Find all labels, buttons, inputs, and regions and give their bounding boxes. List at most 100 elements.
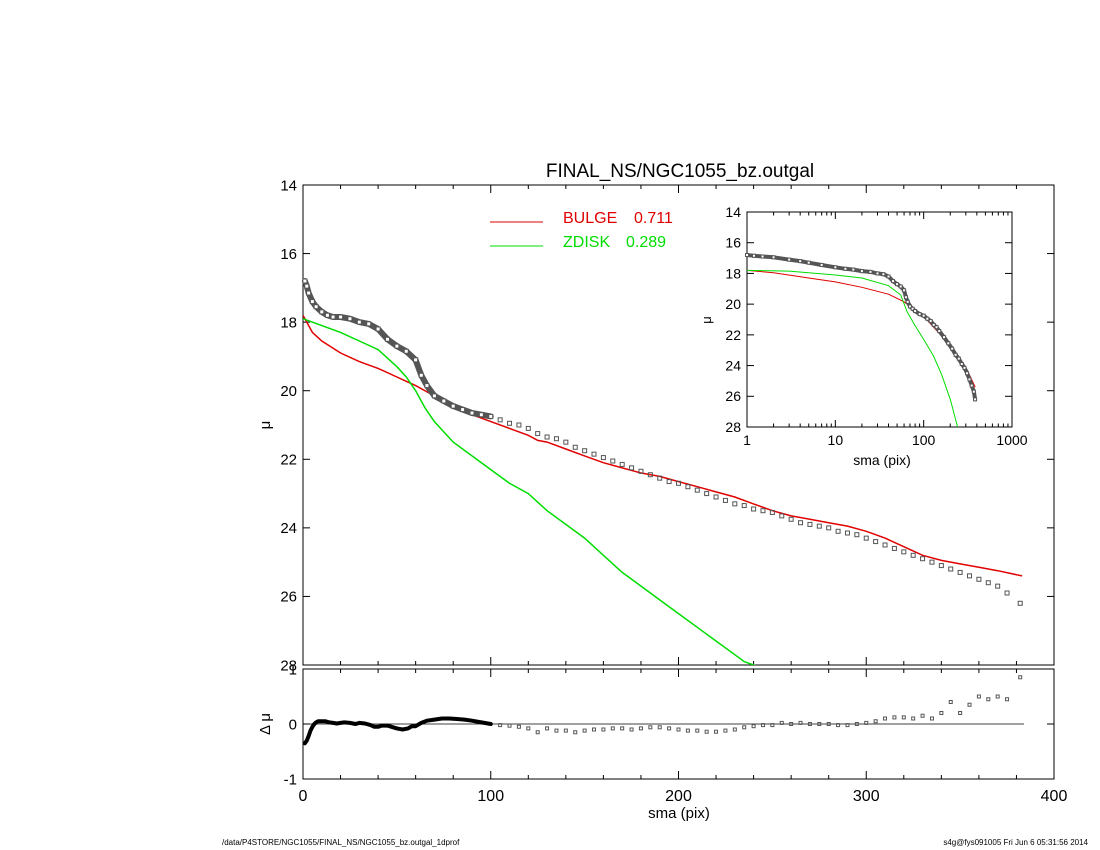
inset-data-point: [962, 365, 967, 370]
residual-point: [854, 722, 859, 726]
series-zdisk-line: [303, 317, 756, 665]
inset-data-point: [928, 319, 933, 324]
legend-value-bulge: 0.711: [634, 210, 673, 227]
data-point: [319, 309, 325, 315]
data-point: [788, 516, 794, 522]
residual-xtick-label: 100: [477, 788, 504, 805]
residual-point: [582, 728, 587, 733]
inset-data-point: [910, 306, 915, 311]
main-ytick-label: 14: [280, 177, 297, 194]
data-point: [375, 326, 381, 332]
data-point: [424, 383, 430, 389]
residual-ytick-label: 1: [289, 661, 297, 678]
data-point: [460, 407, 466, 413]
inset-data-point: [907, 304, 912, 309]
main-ytick-label: 16: [280, 246, 297, 263]
inset-data-point: [931, 322, 936, 327]
inset-data-point: [921, 313, 926, 318]
inset-x-axis-label: sma (pix): [853, 452, 911, 468]
inset-ytick-label: 24: [725, 357, 741, 373]
residual-xtick-label: 300: [853, 788, 880, 805]
data-point: [741, 503, 747, 509]
data-point: [929, 559, 935, 565]
inset-data-point: [875, 271, 880, 276]
inset-data-point: [851, 267, 856, 272]
data-point: [816, 523, 822, 529]
data-point: [873, 539, 879, 545]
residual-point: [601, 727, 606, 732]
data-point: [384, 336, 390, 342]
residual-point: [554, 728, 559, 733]
main-plot: 14 16 18 20 22 24 26 28: [280, 177, 1055, 674]
inset-data-point: [881, 272, 886, 277]
main-ytick-label: 24: [280, 520, 297, 537]
inset-data-point: [953, 352, 958, 357]
residual-point: [948, 700, 953, 704]
data-point: [544, 434, 550, 440]
residual-point: [751, 724, 756, 729]
inset-ytick-label: 14: [725, 204, 741, 220]
residual-point: [967, 702, 972, 707]
inset-data-point: [934, 325, 939, 330]
residual-point: [648, 725, 653, 730]
data-point: [1017, 600, 1023, 606]
inset-plot: 14 16 18 20 22 24 26 281 10 100 1000: [725, 204, 1027, 448]
residual-point: [920, 713, 925, 718]
inset-data-point: [787, 257, 792, 262]
residual-point: [620, 726, 625, 731]
inset-xtick-label: 1: [743, 432, 751, 448]
data-point: [976, 576, 982, 582]
residual-point: [695, 728, 700, 733]
inset-data-point: [913, 309, 918, 314]
data-point: [713, 494, 719, 500]
residual-point: [742, 725, 747, 730]
residual-series-dense: [302, 716, 493, 746]
inset-ytick-label: 28: [725, 419, 741, 435]
data-point: [938, 563, 944, 569]
residual-point: [526, 726, 531, 731]
data-point: [835, 528, 841, 534]
inset-data-point: [969, 383, 974, 388]
residual-point: [873, 719, 878, 724]
footer-file-path: /data/P4STORE/NGC1055/FINAL_NS/NGC1055_b…: [222, 838, 460, 847]
residual-point: [1005, 697, 1010, 702]
residual-point: [563, 728, 568, 733]
main-ytick-label: 26: [280, 589, 297, 606]
residual-point: [995, 694, 1000, 699]
residual-point: [939, 711, 944, 715]
inset-data-point: [751, 253, 756, 258]
residual-point: [723, 728, 728, 733]
residual-xtick-label: 200: [665, 788, 692, 805]
data-point: [313, 304, 319, 310]
data-point: [948, 566, 954, 572]
inset-ytick-label: 16: [725, 235, 741, 251]
inset-data-point: [971, 389, 976, 394]
residual-point: [667, 726, 672, 731]
data-point: [666, 479, 672, 485]
residual-point: [892, 715, 897, 720]
inset-ytick-label: 18: [725, 265, 741, 281]
residual-point: [901, 715, 906, 720]
data-point: [995, 583, 1001, 589]
residual-point: [845, 723, 850, 728]
residual-point: [516, 724, 521, 729]
inset-ytick-label: 22: [725, 327, 741, 343]
residual-point: [807, 722, 812, 726]
inset-data-point: [895, 282, 900, 287]
data-point: [516, 422, 522, 428]
inset-data-point: [891, 279, 896, 284]
data-point: [732, 501, 738, 507]
residual-point: [836, 723, 841, 728]
residual-xtick-label: 400: [1041, 788, 1068, 805]
residual-point: [629, 727, 634, 732]
residual-point: [732, 727, 737, 732]
residual-point: [1018, 675, 1023, 680]
residual-point: [714, 729, 719, 734]
residual-point: [817, 722, 822, 726]
inset-xtick-label: 1000: [996, 432, 1027, 448]
residual-point: [929, 716, 934, 721]
inset-data-point: [903, 295, 908, 300]
data-point: [600, 455, 606, 461]
data-point: [525, 425, 531, 431]
residual-point: [760, 723, 765, 728]
